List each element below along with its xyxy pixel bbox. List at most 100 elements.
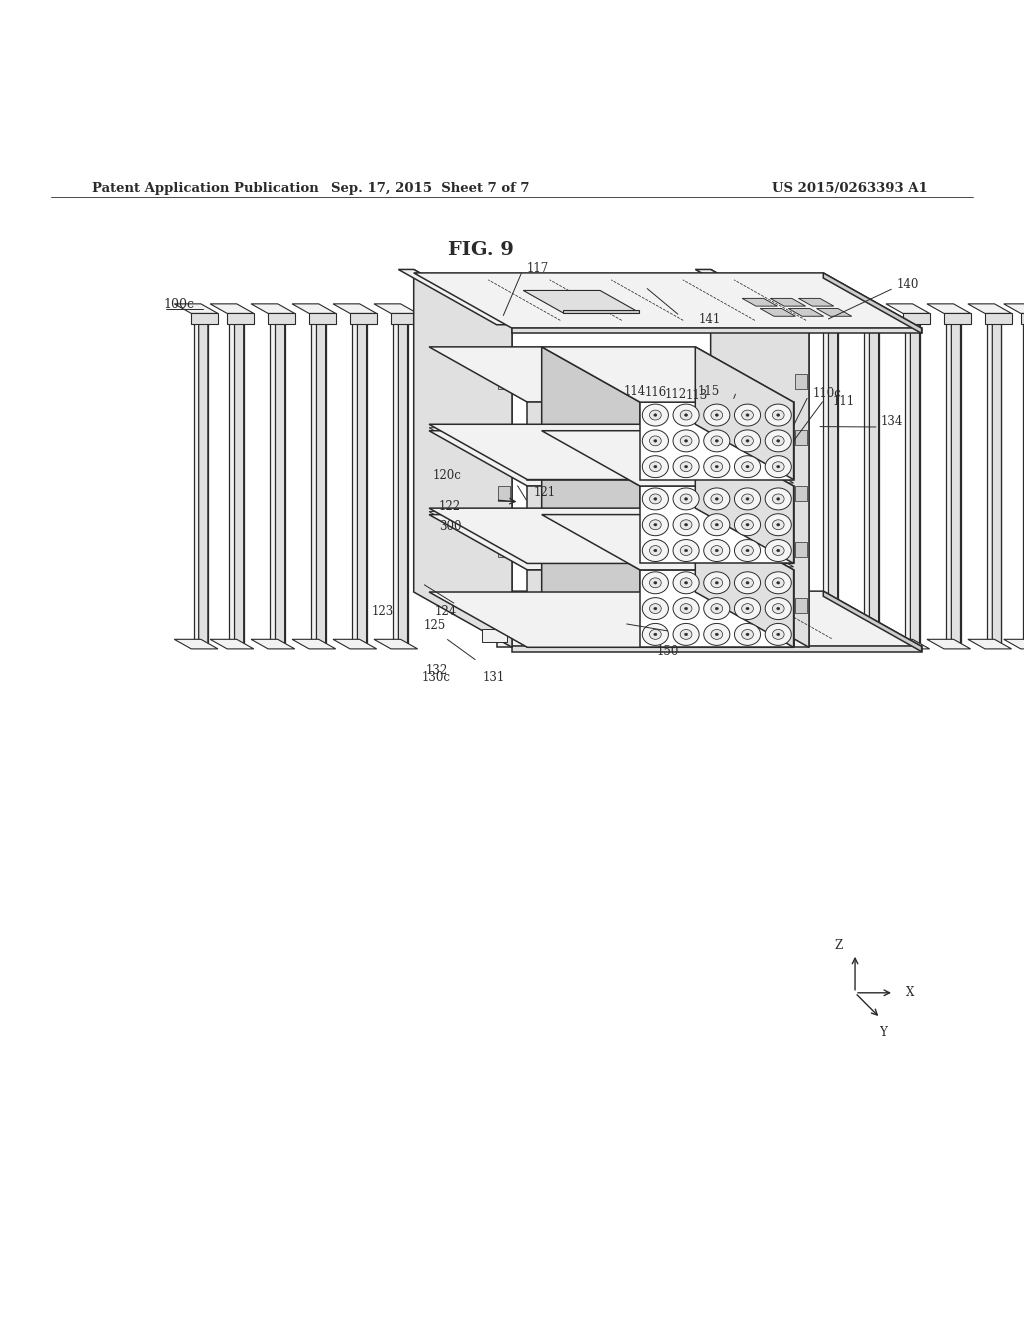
Polygon shape xyxy=(823,312,838,647)
Polygon shape xyxy=(795,374,807,389)
Ellipse shape xyxy=(642,540,669,561)
Polygon shape xyxy=(302,642,326,647)
Ellipse shape xyxy=(765,404,792,426)
Ellipse shape xyxy=(673,540,699,561)
Text: 140: 140 xyxy=(896,277,919,290)
Polygon shape xyxy=(292,304,336,313)
Text: Patent Application Publication: Patent Application Publication xyxy=(92,182,318,195)
Ellipse shape xyxy=(673,455,699,478)
Polygon shape xyxy=(855,642,879,647)
Text: 110c: 110c xyxy=(812,387,841,400)
Polygon shape xyxy=(429,512,794,566)
Polygon shape xyxy=(227,313,254,325)
Polygon shape xyxy=(542,347,640,479)
Ellipse shape xyxy=(642,572,669,594)
Ellipse shape xyxy=(680,462,692,471)
Polygon shape xyxy=(210,304,254,313)
Ellipse shape xyxy=(673,488,699,510)
Ellipse shape xyxy=(776,466,780,469)
Ellipse shape xyxy=(715,413,719,416)
Ellipse shape xyxy=(776,634,780,636)
Text: Z: Z xyxy=(835,940,843,952)
Ellipse shape xyxy=(745,524,750,527)
Polygon shape xyxy=(414,273,922,329)
Polygon shape xyxy=(951,306,961,647)
Ellipse shape xyxy=(653,582,657,585)
Ellipse shape xyxy=(653,413,657,416)
Ellipse shape xyxy=(715,607,719,610)
Polygon shape xyxy=(944,313,971,325)
Ellipse shape xyxy=(649,630,662,639)
Ellipse shape xyxy=(680,520,692,529)
Ellipse shape xyxy=(734,540,761,561)
Ellipse shape xyxy=(772,462,784,471)
Ellipse shape xyxy=(680,494,692,504)
Polygon shape xyxy=(498,598,510,612)
Ellipse shape xyxy=(703,598,730,619)
Polygon shape xyxy=(191,313,218,325)
Text: 100c: 100c xyxy=(164,298,195,312)
Text: 131: 131 xyxy=(482,671,505,684)
Polygon shape xyxy=(542,515,640,647)
Polygon shape xyxy=(429,347,640,403)
Ellipse shape xyxy=(776,524,780,527)
Ellipse shape xyxy=(673,404,699,426)
Ellipse shape xyxy=(765,488,792,510)
Polygon shape xyxy=(498,486,510,500)
Ellipse shape xyxy=(776,549,780,552)
Ellipse shape xyxy=(642,623,669,645)
Ellipse shape xyxy=(684,413,688,416)
Polygon shape xyxy=(391,313,418,325)
Ellipse shape xyxy=(741,603,754,614)
Polygon shape xyxy=(695,269,809,325)
Polygon shape xyxy=(220,642,244,647)
Ellipse shape xyxy=(684,440,688,442)
Polygon shape xyxy=(414,269,512,647)
Polygon shape xyxy=(1014,642,1024,647)
Polygon shape xyxy=(987,312,1001,647)
Ellipse shape xyxy=(745,413,750,416)
Polygon shape xyxy=(896,642,920,647)
Ellipse shape xyxy=(765,623,792,645)
Polygon shape xyxy=(429,515,640,570)
Polygon shape xyxy=(398,306,408,647)
Polygon shape xyxy=(742,298,777,306)
Text: 132: 132 xyxy=(426,664,449,677)
Polygon shape xyxy=(352,312,367,647)
Ellipse shape xyxy=(745,607,750,610)
Polygon shape xyxy=(512,647,922,652)
Polygon shape xyxy=(992,306,1001,647)
Polygon shape xyxy=(823,591,922,652)
Polygon shape xyxy=(640,403,794,479)
Text: 300: 300 xyxy=(438,520,461,533)
Polygon shape xyxy=(828,306,838,647)
Polygon shape xyxy=(1014,306,1024,312)
Ellipse shape xyxy=(734,404,761,426)
Polygon shape xyxy=(174,639,218,649)
Ellipse shape xyxy=(649,520,662,529)
Ellipse shape xyxy=(653,607,657,610)
Ellipse shape xyxy=(745,440,750,442)
Polygon shape xyxy=(316,306,326,647)
Polygon shape xyxy=(270,312,285,647)
Polygon shape xyxy=(384,642,408,647)
Ellipse shape xyxy=(653,634,657,636)
Polygon shape xyxy=(527,486,640,564)
Text: 125: 125 xyxy=(424,619,445,632)
Polygon shape xyxy=(695,515,794,647)
Ellipse shape xyxy=(703,513,730,536)
Polygon shape xyxy=(481,628,507,642)
Polygon shape xyxy=(251,304,295,313)
Polygon shape xyxy=(903,313,930,325)
Ellipse shape xyxy=(703,430,730,451)
Polygon shape xyxy=(527,403,640,479)
Ellipse shape xyxy=(649,411,662,420)
Ellipse shape xyxy=(715,524,719,527)
Polygon shape xyxy=(845,639,889,649)
Ellipse shape xyxy=(680,578,692,587)
Polygon shape xyxy=(275,306,285,647)
Ellipse shape xyxy=(772,436,784,446)
Polygon shape xyxy=(788,309,823,317)
Polygon shape xyxy=(184,642,208,647)
Ellipse shape xyxy=(642,488,669,510)
